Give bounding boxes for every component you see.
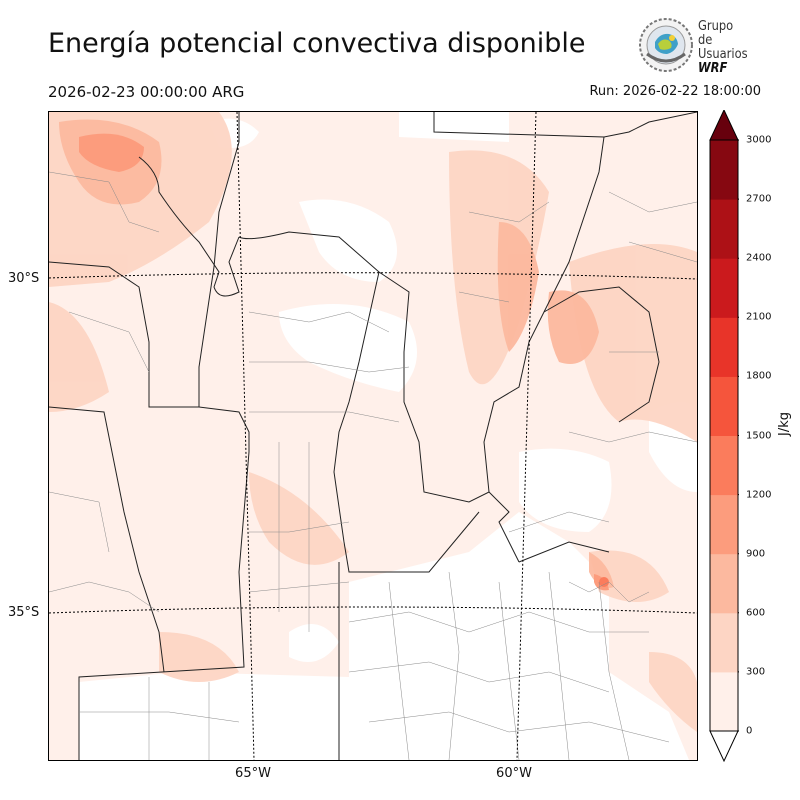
department-boundaries [48,171,698,761]
colorbar-tick-label: 900 [746,548,766,560]
colorbar-unit-label: J/kg [777,412,792,436]
colorbar-over-triangle [709,110,739,141]
colorbar-band [710,376,738,436]
logo-text: Grupo de Usuarios WRF [698,18,748,76]
colorbar-band [710,317,738,377]
colorbar-band [710,435,738,496]
colorbar-tick-label: 300 [746,666,766,678]
colorbar-tick-marks [738,139,739,732]
colorbar-band [710,553,738,614]
colorbar-tick-label: 600 [746,607,766,619]
lat-label-35s: 35°S [8,605,40,620]
colorbar-band [710,494,738,555]
cape-map [48,111,698,761]
colorbar-tick-label: 1500 [746,430,772,441]
colorbar-tick-label: 2400 [746,252,772,264]
colorbar-band [710,199,738,259]
colorbar-tick-label: 3000 [746,134,772,146]
valid-time: 2026-02-23 00:00:00 ARG [48,83,245,101]
map-panel [48,111,698,761]
colorbar-band [710,671,738,732]
colorbar-tick-label: 1200 [746,489,772,501]
chart-title: Energía potencial convectiva disponible [48,28,586,59]
colorbar [709,110,739,762]
colorbar-tick-label: 0 [746,725,753,737]
colorbar-tick-label: 2700 [746,193,772,205]
graticule [48,111,698,761]
lon-label-60w: 60°W [496,766,532,781]
colorbar-under-triangle [709,730,739,762]
globe-emblem-icon [639,18,693,72]
lon-label-65w: 65°W [235,766,271,781]
low-cape-areas [79,112,697,760]
colorbar-bands [710,140,738,732]
colorbar-band [710,258,738,318]
colorbar-band [710,140,738,200]
lat-label-30s: 30°S [8,271,40,286]
colorbar-tick-label: 1800 [746,370,772,382]
logo: Grupo de Usuarios WRF [638,16,758,76]
colorbar-tick-label: 2100 [746,311,772,323]
run-time: Run: 2026-02-22 18:00:00 [589,84,761,99]
cape-1200-1500 [599,577,609,587]
province-boundaries [48,111,698,760]
colorbar-band [710,612,738,673]
